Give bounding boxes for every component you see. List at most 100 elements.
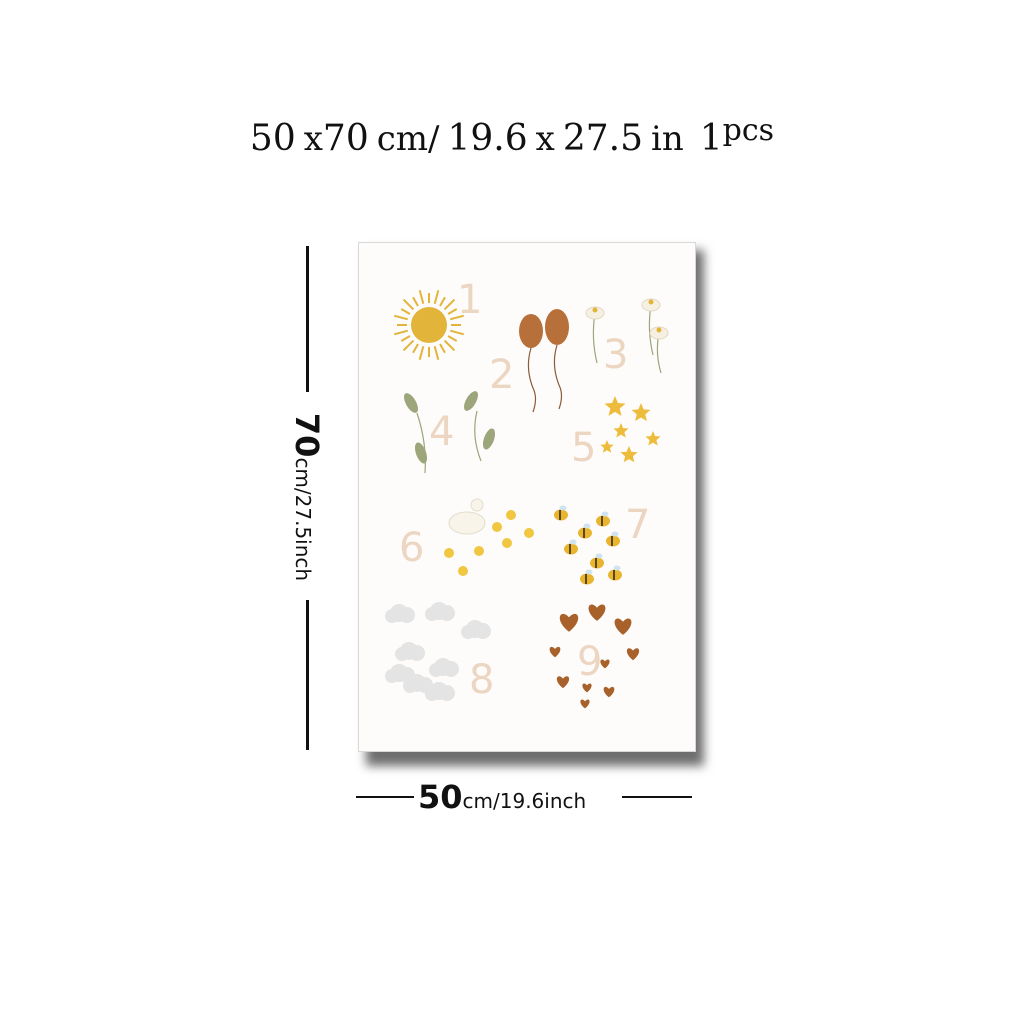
sun-ray <box>418 289 425 305</box>
bee-wing <box>611 531 619 537</box>
bee-body <box>578 527 592 539</box>
star <box>645 431 661 446</box>
heading-quantity-unit: pcs <box>722 113 775 148</box>
balloons-icon <box>519 309 569 413</box>
cloud-puff <box>385 669 399 683</box>
sun-ray <box>412 343 419 354</box>
bee-body <box>554 509 568 521</box>
chick <box>506 510 516 520</box>
bee-wing <box>559 505 567 511</box>
star <box>631 403 651 422</box>
daisies-icon <box>585 298 669 374</box>
sun-ray <box>393 314 409 321</box>
bee-body <box>590 557 604 569</box>
bee-wing <box>569 539 577 545</box>
height-unit: cm/27.5inch <box>291 457 315 582</box>
daisy-petals <box>649 326 669 340</box>
sun-ray <box>447 308 458 315</box>
daisy-petals <box>585 306 605 320</box>
heading-quantity: 1 <box>699 118 723 159</box>
heart <box>549 646 561 658</box>
bees-icon <box>554 505 622 585</box>
sun-ray <box>439 296 446 307</box>
bee-wing <box>585 569 593 575</box>
size-heading: 50 x70 cm/19.6 x 27.5 in 1pcs <box>0 113 1024 159</box>
bee-wing <box>613 565 621 571</box>
leaf-stem <box>416 412 426 474</box>
heart <box>603 686 615 698</box>
leaf <box>482 428 496 450</box>
chick <box>458 566 468 576</box>
heading-cm-unit: cm/ <box>376 119 440 159</box>
heart <box>626 648 640 661</box>
daisy-center <box>656 327 662 333</box>
heading-times-1: x <box>303 119 323 159</box>
poster-number-4: 4 <box>429 409 454 455</box>
heading-height-cm: 70 <box>322 118 369 159</box>
sun-ray <box>443 339 456 352</box>
leaf <box>464 391 478 411</box>
poster-number-5: 5 <box>571 425 596 471</box>
chick <box>492 522 502 532</box>
sun-ray <box>400 308 411 315</box>
heart <box>559 613 579 632</box>
sun-ray <box>447 335 458 342</box>
height-value: 70 <box>288 412 326 458</box>
balloon-string <box>553 344 563 410</box>
balloon <box>545 309 569 345</box>
chick <box>524 528 534 538</box>
sun-ray <box>449 314 465 321</box>
cloud-puff <box>475 623 491 639</box>
sun-ray <box>439 343 446 354</box>
sun-ray <box>449 329 465 336</box>
bee-body <box>564 543 578 555</box>
star <box>604 396 626 416</box>
star <box>600 440 614 453</box>
cloud-puff <box>425 687 439 701</box>
star <box>620 446 638 463</box>
heading-times-2: x <box>535 119 555 159</box>
sun-ray <box>393 329 409 336</box>
bee-body <box>580 573 594 585</box>
cloud-puff <box>399 607 415 623</box>
clouds-icon <box>385 602 491 701</box>
daisy-center <box>592 307 598 313</box>
bee-wing <box>601 511 609 517</box>
sun-ray <box>418 345 425 361</box>
cloud-puff <box>409 645 425 661</box>
sun-ray <box>412 296 419 307</box>
poster-illustrations <box>385 289 669 709</box>
poster-number-9: 9 <box>577 639 602 685</box>
heart <box>614 618 632 635</box>
leaves-icon <box>404 391 496 474</box>
balloon <box>519 314 543 348</box>
heart <box>582 683 592 693</box>
goose-chicks-icon <box>444 498 534 576</box>
balloon-string <box>527 347 537 413</box>
cloud-puff <box>439 685 455 701</box>
height-dimension-line-bottom <box>306 600 309 750</box>
heart <box>588 604 606 621</box>
cloud-puff <box>385 609 399 623</box>
sun-icon <box>393 289 465 361</box>
stars-icon <box>600 396 661 463</box>
width-dimension-line-left <box>356 796 414 798</box>
width-dimension-line-right <box>622 796 692 798</box>
cloud-puff <box>425 607 439 621</box>
leaf-stem <box>474 410 482 462</box>
cloud-puff <box>461 625 475 639</box>
height-dimension-label: 70cm/27.5inch <box>288 413 326 581</box>
heart <box>580 699 590 709</box>
bee-wing <box>595 553 603 559</box>
poster-artwork: 1 2 3 4 5 6 7 8 9 <box>385 277 669 709</box>
heading-width-cm: 50 <box>249 118 296 159</box>
goose-body <box>448 511 486 535</box>
cloud-puff <box>429 663 443 677</box>
sun-disc <box>411 307 447 343</box>
sun-ray <box>402 298 415 311</box>
poster-number-8: 8 <box>469 657 494 703</box>
sun-ray <box>400 335 411 342</box>
hearts-icon <box>549 604 640 709</box>
heading-in-unit: in <box>650 119 684 159</box>
cloud-puff <box>443 661 459 677</box>
